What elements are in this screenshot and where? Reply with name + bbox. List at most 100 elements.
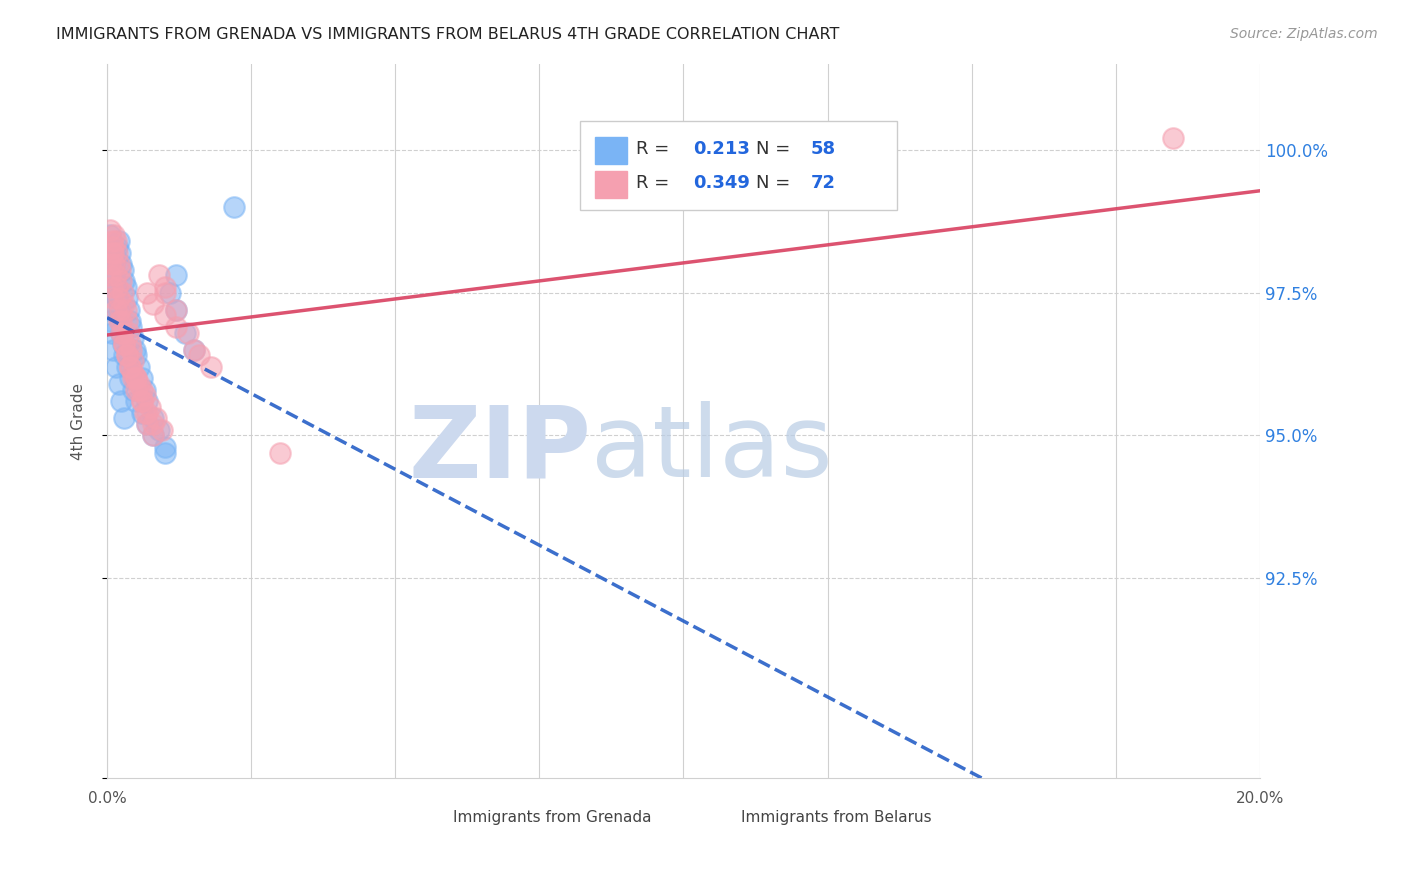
Text: Immigrants from Belarus: Immigrants from Belarus	[741, 810, 932, 825]
Point	[107, 245, 129, 260]
Point	[124, 343, 146, 357]
Point	[104, 252, 127, 266]
Point	[112, 337, 135, 351]
Point	[104, 302, 127, 317]
Point	[108, 245, 131, 260]
Point	[128, 376, 150, 391]
Point	[117, 359, 139, 374]
Point	[110, 326, 132, 340]
Point	[107, 376, 129, 391]
Point	[165, 302, 187, 317]
Point	[101, 291, 124, 305]
Point	[131, 394, 153, 409]
Point	[112, 348, 135, 362]
Point	[100, 234, 122, 248]
Point	[136, 406, 159, 420]
Point	[142, 428, 165, 442]
Point	[101, 240, 124, 254]
Point	[110, 394, 132, 409]
Point	[120, 359, 142, 374]
Point	[110, 326, 132, 340]
Point	[153, 445, 176, 459]
Text: R =: R =	[636, 140, 675, 158]
Bar	[595, 171, 627, 198]
Point	[120, 343, 142, 357]
Point	[165, 268, 187, 283]
Point	[134, 383, 156, 397]
Point	[117, 314, 139, 328]
Point	[150, 423, 173, 437]
Point	[118, 326, 141, 340]
Point	[112, 337, 135, 351]
Point	[103, 257, 125, 271]
Point	[142, 297, 165, 311]
Point	[114, 280, 136, 294]
Point	[110, 314, 132, 328]
Point	[104, 280, 127, 294]
Point	[269, 445, 291, 459]
Point	[1163, 131, 1185, 145]
Point	[112, 274, 135, 288]
Bar	[707, 806, 733, 828]
Point	[131, 371, 153, 385]
Point	[128, 383, 150, 397]
Point	[103, 268, 125, 283]
Point	[110, 274, 132, 288]
Point	[177, 326, 200, 340]
Point	[114, 302, 136, 317]
Point	[108, 314, 131, 328]
Point	[107, 240, 129, 254]
Text: IMMIGRANTS FROM GRENADA VS IMMIGRANTS FROM BELARUS 4TH GRADE CORRELATION CHART: IMMIGRANTS FROM GRENADA VS IMMIGRANTS FR…	[56, 27, 839, 42]
Point	[120, 371, 142, 385]
Point	[104, 234, 127, 248]
Point	[136, 417, 159, 431]
Point	[107, 302, 129, 317]
Point	[120, 314, 142, 328]
Point	[139, 400, 162, 414]
Text: 0.213: 0.213	[693, 140, 749, 158]
Point	[107, 280, 129, 294]
Point	[104, 359, 127, 374]
Point	[107, 291, 129, 305]
Point	[98, 257, 121, 271]
Point	[122, 383, 145, 397]
Point	[153, 280, 176, 294]
Point	[136, 417, 159, 431]
Point	[107, 291, 129, 305]
Point	[112, 262, 135, 277]
Point	[100, 245, 122, 260]
Point	[107, 234, 129, 248]
Point	[183, 343, 205, 357]
Point	[112, 326, 135, 340]
Point	[222, 200, 245, 214]
Point	[100, 285, 122, 300]
Point	[100, 240, 122, 254]
Point	[104, 268, 127, 283]
Point	[101, 268, 124, 283]
Point	[103, 228, 125, 243]
Point	[183, 343, 205, 357]
Point	[110, 257, 132, 271]
Point	[142, 417, 165, 431]
Point	[108, 302, 131, 317]
Point	[125, 394, 148, 409]
Point	[136, 394, 159, 409]
Point	[120, 337, 142, 351]
Point	[122, 366, 145, 380]
Point	[117, 291, 139, 305]
Point	[188, 348, 211, 362]
Text: 0.0%: 0.0%	[87, 791, 127, 806]
Point	[148, 268, 170, 283]
Point	[122, 331, 145, 345]
Text: 20.0%: 20.0%	[1236, 791, 1284, 806]
Point	[100, 280, 122, 294]
Text: N =: N =	[756, 174, 796, 193]
Point	[117, 348, 139, 362]
Bar	[419, 806, 444, 828]
Point	[165, 302, 187, 317]
Point	[153, 309, 176, 323]
Point	[98, 302, 121, 317]
Point	[107, 314, 129, 328]
Text: 58: 58	[810, 140, 835, 158]
Point	[98, 314, 121, 328]
